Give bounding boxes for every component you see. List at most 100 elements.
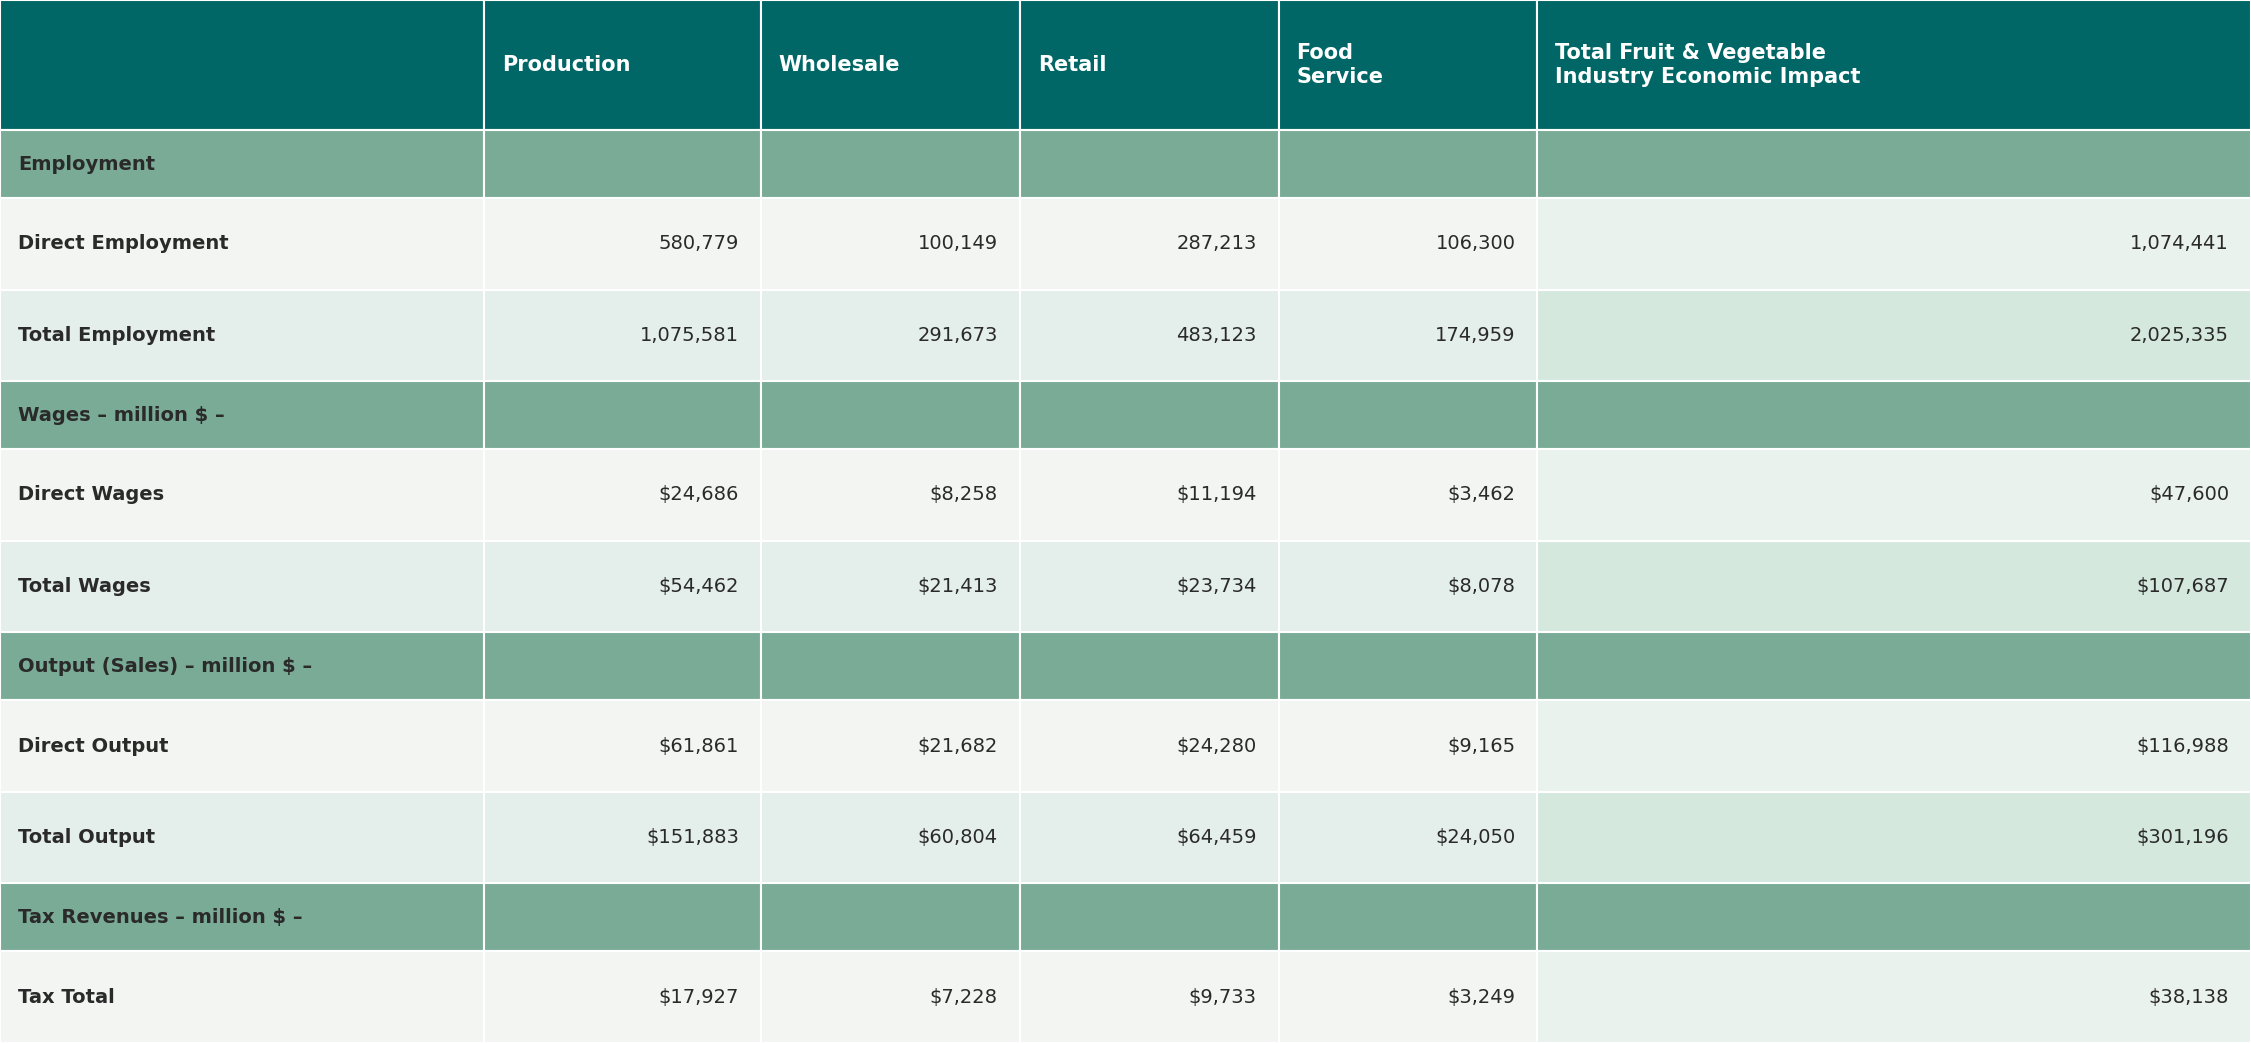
Bar [1537,0,2251,130]
Text: $21,413: $21,413 [918,577,997,596]
Text: 100,149: 100,149 [918,235,997,253]
Bar [0,951,484,1043]
Text: Direct Wages: Direct Wages [18,485,164,505]
Text: $64,459: $64,459 [1175,828,1256,847]
Text: $60,804: $60,804 [918,828,997,847]
Bar [1020,0,1279,130]
Text: $8,258: $8,258 [930,485,997,505]
Text: Retail: Retail [1038,55,1105,75]
Text: $151,883: $151,883 [646,828,738,847]
Bar [1537,381,2251,450]
Text: $61,861: $61,861 [660,736,738,755]
Bar [1279,792,1537,883]
Bar [1020,632,1279,700]
Bar [1279,883,1537,951]
Text: Employment: Employment [18,154,155,173]
Text: $23,734: $23,734 [1177,577,1256,596]
Text: Tax Revenues – million $ –: Tax Revenues – million $ – [18,907,302,927]
Text: $9,165: $9,165 [1447,736,1515,755]
Bar [484,0,761,130]
Bar [761,130,1020,198]
Text: Direct Output: Direct Output [18,736,169,755]
Text: Wages – million $ –: Wages – million $ – [18,406,225,425]
Text: 291,673: 291,673 [918,325,997,345]
Bar [1020,198,1279,290]
Bar [1537,450,2251,540]
Text: $24,050: $24,050 [1436,828,1515,847]
Text: $116,988: $116,988 [2136,736,2228,755]
Text: 483,123: 483,123 [1177,325,1256,345]
Bar [1020,290,1279,381]
Text: $3,462: $3,462 [1447,485,1515,505]
Bar [761,450,1020,540]
Text: 2,025,335: 2,025,335 [2129,325,2228,345]
Bar [1279,951,1537,1043]
Bar [484,951,761,1043]
Bar [1537,290,2251,381]
Text: 580,779: 580,779 [660,235,738,253]
Text: $301,196: $301,196 [2136,828,2228,847]
Text: 174,959: 174,959 [1434,325,1515,345]
Text: Total Fruit & Vegetable
Industry Economic Impact: Total Fruit & Vegetable Industry Economi… [1555,43,1862,87]
Bar [484,883,761,951]
Bar [1020,540,1279,632]
Text: $38,138: $38,138 [2150,988,2228,1006]
Text: $8,078: $8,078 [1447,577,1515,596]
Bar [0,450,484,540]
Bar [1020,883,1279,951]
Text: $47,600: $47,600 [2150,485,2228,505]
Bar [1279,540,1537,632]
Bar [1537,130,2251,198]
Text: $17,927: $17,927 [660,988,738,1006]
Bar [1279,130,1537,198]
Bar [0,632,484,700]
Bar [761,0,1020,130]
Text: $54,462: $54,462 [657,577,738,596]
Text: $7,228: $7,228 [930,988,997,1006]
Bar [761,290,1020,381]
Bar [1279,198,1537,290]
Bar [0,700,484,792]
Bar [0,198,484,290]
Text: Total Output: Total Output [18,828,155,847]
Bar [484,632,761,700]
Bar [1279,0,1537,130]
Bar [0,290,484,381]
Bar [761,700,1020,792]
Text: $3,249: $3,249 [1447,988,1515,1006]
Bar [1020,450,1279,540]
Bar [0,130,484,198]
Text: Direct Employment: Direct Employment [18,235,230,253]
Bar [1537,540,2251,632]
Bar [484,450,761,540]
Bar [761,951,1020,1043]
Bar [1537,951,2251,1043]
Bar [0,792,484,883]
Bar [761,632,1020,700]
Bar [484,540,761,632]
Text: $9,733: $9,733 [1189,988,1256,1006]
Bar [484,198,761,290]
Bar [484,130,761,198]
Bar [1279,290,1537,381]
Bar [1537,792,2251,883]
Text: Production: Production [502,55,630,75]
Bar [1279,450,1537,540]
Text: $21,682: $21,682 [918,736,997,755]
Bar [0,381,484,450]
Bar [761,381,1020,450]
Bar [0,0,484,130]
Text: Total Wages: Total Wages [18,577,151,596]
Text: $11,194: $11,194 [1177,485,1256,505]
Bar [1020,700,1279,792]
Bar [761,540,1020,632]
Bar [1279,632,1537,700]
Bar [761,883,1020,951]
Bar [1537,700,2251,792]
Bar [484,792,761,883]
Bar [1537,198,2251,290]
Bar [484,381,761,450]
Bar [1020,951,1279,1043]
Bar [761,792,1020,883]
Bar [484,290,761,381]
